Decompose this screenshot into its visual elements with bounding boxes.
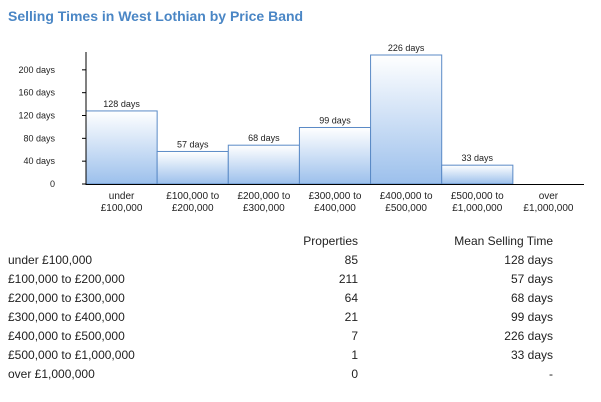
- table-row: over £1,000,000 0 -: [0, 367, 601, 386]
- data-label-0: 128 days: [103, 99, 140, 109]
- bar-5: [441, 164, 514, 185]
- row-mean-time: 33 days: [510, 348, 553, 362]
- row-band: £200,000 to £300,000: [8, 291, 125, 305]
- data-label-1: 57 days: [177, 139, 209, 149]
- row-band: £400,000 to £500,000: [8, 329, 125, 343]
- chart-title: Selling Times in West Lothian by Price B…: [8, 8, 304, 24]
- table-row: £100,000 to £200,000 211 57 days: [0, 272, 601, 291]
- y-tick-label-2: 80 days: [23, 133, 55, 143]
- bar-1: [156, 150, 229, 185]
- row-mean-time: -: [549, 367, 553, 381]
- bar-4: [370, 54, 443, 185]
- y-tick-label-1: 40 days: [23, 156, 55, 166]
- data-label-4: 226 days: [388, 43, 425, 53]
- table-header: Properties Mean Selling Time: [0, 234, 601, 250]
- y-tick-label-0: 0: [50, 179, 55, 189]
- x-tick-label-5: £500,000 to £1,000,000: [451, 191, 504, 214]
- y-tick-label-5: 200 days: [18, 65, 55, 75]
- table-row: under £100,000 85 128 days: [0, 253, 601, 272]
- header-properties: Properties: [303, 234, 358, 248]
- x-tick-label-1: £100,000 to £200,000: [166, 191, 219, 214]
- row-band: £300,000 to £400,000: [8, 310, 125, 324]
- row-properties: 64: [344, 291, 358, 305]
- table-row: £200,000 to £300,000 64 68 days: [0, 291, 601, 310]
- row-properties: 85: [344, 253, 358, 267]
- x-tick-label-4: £400,000 to £500,000: [380, 191, 433, 214]
- y-tick-label-4: 160 days: [18, 88, 55, 98]
- row-properties: 7: [351, 329, 358, 343]
- bar-3: [298, 126, 372, 185]
- bar-0: [85, 110, 158, 185]
- row-mean-time: 128 days: [504, 253, 553, 267]
- row-band: £100,000 to £200,000: [8, 272, 125, 286]
- row-mean-time: 68 days: [510, 291, 553, 305]
- row-properties: 1: [351, 348, 358, 362]
- row-mean-time: 57 days: [510, 272, 553, 286]
- row-mean-time: 99 days: [510, 310, 553, 324]
- row-band: £500,000 to £1,000,000: [8, 348, 135, 362]
- x-tick-label-0: under £100,000: [101, 191, 143, 214]
- row-band: over £1,000,000: [8, 367, 95, 381]
- data-label-2: 68 days: [248, 133, 280, 143]
- data-label-5: 33 days: [462, 153, 494, 163]
- x-tick-label-6: over £1,000,000: [523, 191, 573, 214]
- table-row: £400,000 to £500,000 7 226 days: [0, 329, 601, 348]
- table-row: £300,000 to £400,000 21 99 days: [0, 310, 601, 329]
- row-band: under £100,000: [8, 253, 93, 267]
- row-mean-time: 226 days: [504, 329, 553, 343]
- data-label-3: 99 days: [319, 115, 351, 125]
- row-properties: 21: [344, 310, 358, 324]
- row-properties: 0: [351, 367, 358, 381]
- table-row: £500,000 to £1,000,000 1 33 days: [0, 348, 601, 367]
- x-tick-label-2: £200,000 to £300,000: [237, 191, 290, 214]
- row-properties: 211: [338, 272, 358, 286]
- x-tick-label-3: £300,000 to £400,000: [309, 191, 362, 214]
- bar-2: [227, 144, 300, 185]
- header-mean-selling-time: Mean Selling Time: [454, 234, 553, 248]
- y-tick-label-3: 120 days: [18, 111, 55, 121]
- bar-chart: 128 days under £100,000 57 days £100,000 to £…: [18, 43, 584, 214]
